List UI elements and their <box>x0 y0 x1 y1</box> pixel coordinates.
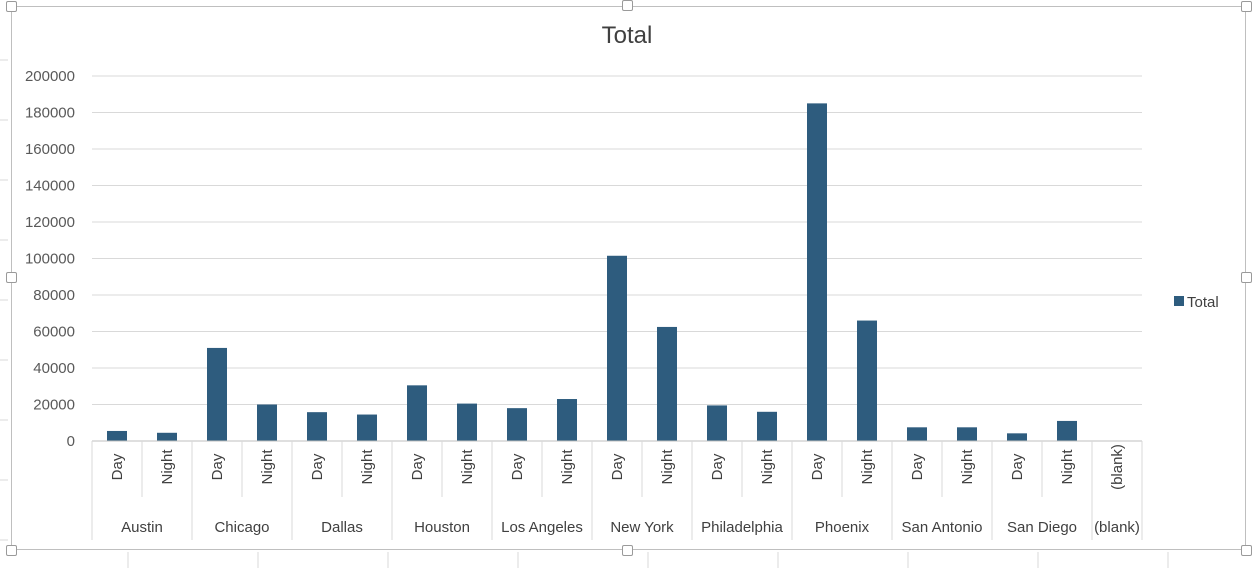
x-category-label: Day <box>1009 453 1026 480</box>
x-category-label: Night <box>259 449 276 485</box>
y-tick-label: 120000 <box>25 214 75 231</box>
bar <box>157 432 177 441</box>
x-group-label: Houston <box>414 519 470 536</box>
x-category-label: Day <box>509 453 526 480</box>
resize-handle[interactable] <box>622 0 633 11</box>
x-category-label: (blank) <box>1109 444 1126 490</box>
x-group-label: New York <box>610 519 674 536</box>
x-group-label: Chicago <box>214 519 269 536</box>
y-tick-label: 0 <box>67 433 75 450</box>
bar <box>807 103 827 441</box>
bar <box>657 326 677 441</box>
y-tick-label: 20000 <box>33 397 75 414</box>
x-category-label: Night <box>759 449 776 485</box>
x-category-label: Day <box>709 453 726 480</box>
x-category-label: Night <box>659 449 676 485</box>
y-tick-label: 200000 <box>25 68 75 85</box>
bar <box>457 403 477 441</box>
resize-handle[interactable] <box>6 1 17 12</box>
bars <box>107 103 1077 441</box>
bar <box>107 430 127 441</box>
bar <box>207 347 227 441</box>
bar <box>757 411 777 441</box>
x-category-label: Night <box>459 449 476 485</box>
chart-title: Total <box>602 22 653 49</box>
x-group-label: Dallas <box>321 519 363 536</box>
resize-handle[interactable] <box>622 545 633 556</box>
y-tick-label: 80000 <box>33 287 75 304</box>
x-category-label: Night <box>959 449 976 485</box>
bar <box>907 427 927 441</box>
resize-handle[interactable] <box>6 272 17 283</box>
x-group-label: (blank) <box>1094 519 1140 536</box>
bar <box>307 412 327 441</box>
x-category-label: Day <box>409 453 426 480</box>
y-tick-label: 140000 <box>25 178 75 195</box>
x-category-label: Day <box>209 453 226 480</box>
y-axis: 0 20000 40000 60000 80000 100000 120000 140000 1… <box>25 68 75 450</box>
bar <box>1057 420 1077 441</box>
x-category-label: Day <box>609 453 626 480</box>
resize-handle[interactable] <box>6 545 17 556</box>
bar <box>607 255 627 441</box>
x-category-label: Night <box>559 449 576 485</box>
x-group-label: Phoenix <box>815 519 870 536</box>
y-tick-label: 40000 <box>33 360 75 377</box>
bar <box>357 414 377 441</box>
bar <box>957 427 977 441</box>
y-tick-label: 100000 <box>25 251 75 268</box>
chart-area[interactable] <box>11 6 1246 550</box>
bar <box>407 385 427 441</box>
resize-handle[interactable] <box>1241 545 1252 556</box>
x-category-label: Day <box>909 453 926 480</box>
bar <box>507 408 527 441</box>
x-category-label: Day <box>109 453 126 480</box>
y-tick-label: 180000 <box>25 105 75 122</box>
resize-handle[interactable] <box>1241 1 1252 12</box>
bar <box>557 399 577 441</box>
x-axis: Day Night Austin Day Night Chicago Day Night Dal… <box>91 440 1143 540</box>
x-category-label: Day <box>309 453 326 480</box>
x-group-label: Philadelphia <box>701 519 783 536</box>
x-category-label: Day <box>809 453 826 480</box>
x-category-label: Night <box>1059 449 1076 485</box>
bar <box>257 404 277 441</box>
x-category-label: Night <box>159 449 176 485</box>
resize-handle[interactable] <box>1241 272 1252 283</box>
x-group-label: San Diego <box>1007 519 1077 536</box>
y-tick-label: 60000 <box>33 324 75 341</box>
bar <box>707 405 727 441</box>
x-category-label: Night <box>359 449 376 485</box>
bar <box>1007 433 1027 441</box>
x-category-label: Night <box>859 449 876 485</box>
x-group-label: Austin <box>121 519 163 536</box>
legend-swatch <box>1174 296 1184 306</box>
bar <box>857 320 877 441</box>
legend: Total <box>1174 294 1219 311</box>
x-group-label: Los Angeles <box>501 519 583 536</box>
y-tick-label: 160000 <box>25 141 75 158</box>
x-group-label: San Antonio <box>902 519 983 536</box>
legend-label: Total <box>1187 294 1219 311</box>
